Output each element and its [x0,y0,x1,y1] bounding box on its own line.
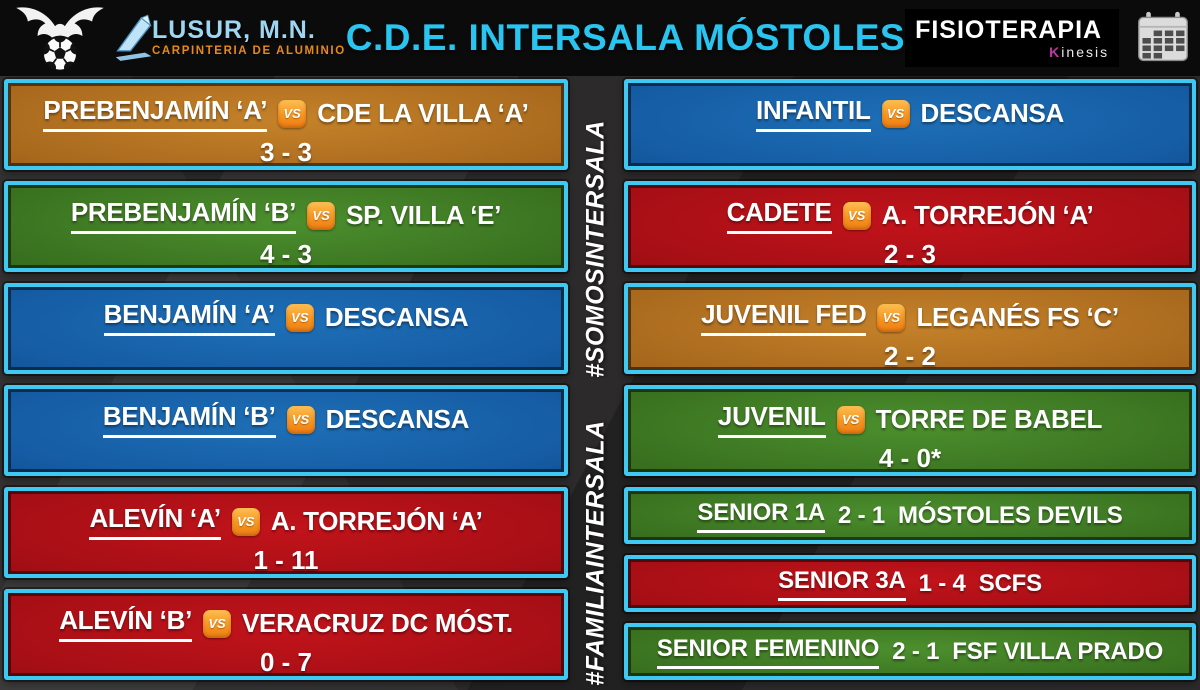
match-card: JUVENIL VS TORRE DE BABEL 4 - 0* [624,385,1196,476]
senior-result-card: SENIOR 3A 1 - 4 SCFS [624,555,1196,612]
fisioterapia-sponsor-logo: FISIOTERAPIA Kinesis [905,9,1120,67]
kinesis-name: Kinesis [1049,43,1110,60]
score: 2 - 1 [837,501,885,529]
senior-result-card: SENIOR 1A 2 - 1 MÓSTOLES DEVILS [624,487,1196,544]
vs-icon: VS [881,99,910,128]
away-team: FSF VILLA PRADO [952,637,1164,665]
senior-line: SENIOR 3A 1 - 4 SCFS [778,567,1042,601]
home-team: INFANTIL [755,95,871,132]
right-results-column: INFANTIL VS DESCANSA CADETE VS A. TORREJ… [624,79,1196,690]
match-line: PREBENJAMÍN ‘B’ VS SP. VILLA ‘E’ [70,197,502,234]
score: 4 - 3 [259,239,313,269]
match-card: BENJAMÍN ‘A’ VS DESCANSA [4,283,568,374]
away-team: LEGANÉS FS ‘C’ [916,302,1119,332]
left-results-column: PREBENJAMÍN ‘A’ VS CDE LA VILLA ‘A’ 3 - … [4,79,568,690]
match-line: CADETE VS A. TORREJÓN ‘A’ [726,197,1094,234]
match-card: PREBENJAMÍN ‘B’ VS SP. VILLA ‘E’ 4 - 3 [4,181,568,272]
vs-icon: VS [285,303,314,332]
score: 2 - 2 [883,341,937,371]
alusur-name: LUSUR, M.N. [152,16,316,45]
home-team: SENIOR 1A [697,499,825,533]
senior-result-card: SENIOR FEMENINO 2 - 1 FSF VILLA PRADO [624,623,1196,680]
match-line: ALEVÍN ‘A’ VS A. TORREJÓN ‘A’ [89,503,483,540]
home-team: BENJAMÍN ‘A’ [103,299,275,336]
match-line: JUVENIL FED VS LEGANÉS FS ‘C’ [701,299,1119,336]
away-team: TORRE DE BABEL [875,404,1103,434]
home-team: SENIOR 3A [778,567,906,601]
hashtag-strip: #FAMILIAINTERSALA #SOMOSINTERSALA [568,79,624,690]
away-team: DESCANSA [324,302,469,332]
score: 2 - 3 [883,239,937,269]
home-team: CADETE [726,197,832,234]
home-team: ALEVÍN ‘B’ [59,605,192,642]
match-card: ALEVÍN ‘B’ VS VERACRUZ DC MÓST. 0 - 7 [4,589,568,680]
away-team: VERACRUZ DC MÓST. [242,608,513,638]
match-line: INFANTIL VS DESCANSA [755,95,1065,132]
alusur-subtitle: CARPINTERIA DE ALUMINIO [152,45,346,58]
vs-icon: VS [877,303,906,332]
senior-line: SENIOR 1A 2 - 1 MÓSTOLES DEVILS [697,499,1123,533]
home-team: SENIOR FEMENINO [656,635,879,669]
score: 1 - 4 [918,569,966,597]
score: 2 - 1 [892,637,940,665]
away-team: DESCANSA [325,404,470,434]
home-team: ALEVÍN ‘A’ [89,503,221,540]
score: 3 - 3 [259,137,313,167]
away-team: DESCANSA [920,98,1065,128]
vs-icon: VS [836,405,865,434]
alusur-sponsor-logo: LUSUR, M.N. CARPINTERIA DE ALUMINIO [114,14,346,62]
home-team: PREBENJAMÍN ‘A’ [43,95,267,132]
home-team: JUVENIL [717,401,826,438]
senior-line: SENIOR FEMENINO 2 - 1 FSF VILLA PRADO [656,635,1164,669]
away-team: CDE LA VILLA ‘A’ [317,98,529,128]
header-bar: LUSUR, M.N. CARPINTERIA DE ALUMINIO C.D.… [0,0,1200,76]
club-eagle-ball-logo [16,7,104,72]
vs-icon: VS [307,201,336,230]
home-team: BENJAMÍN ‘B’ [102,401,276,438]
calendar-icon [1138,11,1189,62]
match-card: CADETE VS A. TORREJÓN ‘A’ 2 - 3 [624,181,1196,272]
match-card: INFANTIL VS DESCANSA [624,79,1196,170]
away-team: SCFS [978,569,1042,597]
fisioterapia-name: FISIOTERAPIA [915,15,1103,44]
match-line: BENJAMÍN ‘B’ VS DESCANSA [102,401,470,438]
score: 0 - 7 [259,647,313,677]
match-line: ALEVÍN ‘B’ VS VERACRUZ DC MÓST. [59,605,513,642]
match-card: JUVENIL FED VS LEGANÉS FS ‘C’ 2 - 2 [624,283,1196,374]
vs-icon: VS [231,507,260,536]
away-team: A. TORREJÓN ‘A’ [881,200,1094,230]
home-team: JUVENIL FED [701,299,867,336]
alusur-a-mark-icon [115,14,152,61]
match-card: ALEVÍN ‘A’ VS A. TORREJÓN ‘A’ 1 - 11 [4,487,568,578]
match-card: PREBENJAMÍN ‘A’ VS CDE LA VILLA ‘A’ 3 - … [4,79,568,170]
hashtag-familia: #FAMILIAINTERSALA [581,420,610,686]
score: 4 - 0* [878,443,942,473]
away-team: MÓSTOLES DEVILS [898,501,1123,529]
home-team: PREBENJAMÍN ‘B’ [70,197,296,234]
match-card: BENJAMÍN ‘B’ VS DESCANSA [4,385,568,476]
vs-icon: VS [286,405,315,434]
score: 1 - 11 [253,545,319,575]
match-line: PREBENJAMÍN ‘A’ VS CDE LA VILLA ‘A’ [43,95,529,132]
hashtag-somos: #SOMOSINTERSALA [581,120,610,378]
vs-icon: VS [203,609,231,638]
match-line: BENJAMÍN ‘A’ VS DESCANSA [103,299,469,336]
away-team: SP. VILLA ‘E’ [346,200,502,230]
away-team: A. TORREJÓN ‘A’ [270,506,483,536]
page-title: C.D.E. INTERSALA MÓSTOLES [345,17,906,58]
results-board: PREBENJAMÍN ‘A’ VS CDE LA VILLA ‘A’ 3 - … [0,76,1200,690]
match-line: JUVENIL VS TORRE DE BABEL [717,401,1103,438]
vs-icon: VS [842,201,871,230]
vs-icon: VS [278,99,307,128]
